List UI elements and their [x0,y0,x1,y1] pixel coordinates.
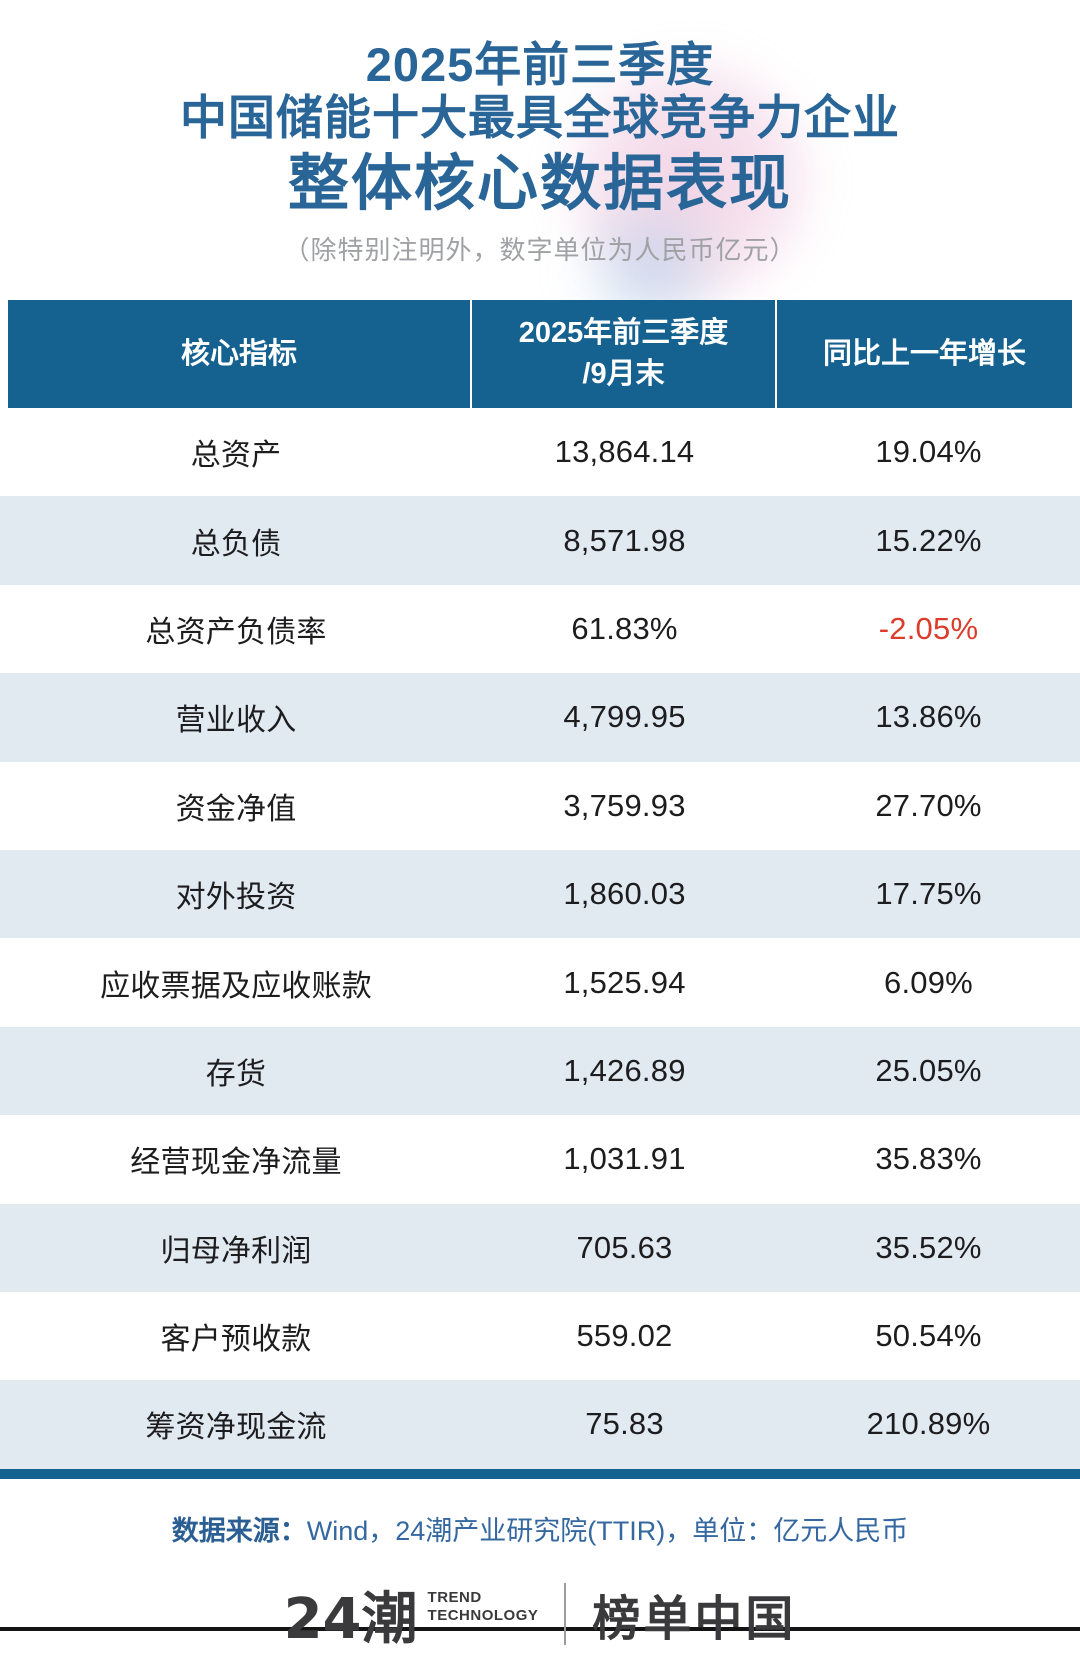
table-header-row: 核心指标 2025年前三季度 /9月末 同比上一年增长 [8,300,1072,408]
logo-divider [564,1583,567,1646]
row-growth: 6.09% [884,964,973,1000]
row-growth: 19.04% [875,434,982,470]
table-body: 总资产 13,864.14 19.04% 总负债 8,571.98 15.22%… [0,408,1080,1469]
table-header-metric: 核心指标 [8,300,472,408]
row-growth: 13.86% [875,699,982,735]
table-row: 对外投资 1,860.03 17.75% [0,849,1080,939]
row-growth: 50.54% [875,1318,982,1354]
row-growth: 35.83% [875,1141,982,1177]
row-growth: 17.75% [875,876,982,912]
table-row: 存货 1,426.89 25.05% [0,1026,1080,1116]
row-label: 对外投资 [175,881,297,915]
row-label: 总资产 [190,439,282,473]
table-row: 筹资净现金流 75.83 210.89% [0,1380,1080,1469]
table-bottom-rule [0,1468,1080,1479]
table-header-growth-label: 同比上一年增长 [822,337,1026,370]
footer-logo-row: 24潮 TREND TECHNOLOGY 榜单中国 [0,1574,1080,1655]
row-value: 13,864.14 [554,434,695,470]
table-row: 总资产负债率 61.83% -2.05% [0,584,1080,674]
row-label: 经营现金净流量 [130,1146,342,1180]
row-label: 营业收入 [175,704,297,738]
row-growth: 210.89% [866,1406,991,1442]
row-label: 应收票据及应收账款 [100,969,372,1003]
table-header-period-line2: /9月末 [582,358,665,390]
brand-tagline: TREND TECHNOLOGY [428,1589,539,1625]
data-source-text: Wind，24潮产业研究院(TTIR)，单位：亿元人民币 [306,1515,909,1546]
row-value: 1,031.91 [563,1141,686,1177]
row-growth: -2.05% [878,610,979,646]
table-header-metric-label: 核心指标 [180,337,297,370]
row-growth: 15.22% [875,522,982,558]
partner-logo-bangdan-china: 榜单中国 [592,1593,797,1647]
table-row: 总负债 8,571.98 15.22% [0,496,1080,585]
row-label: 归母净利润 [160,1234,312,1268]
row-value: 75.83 [585,1406,664,1442]
brand-logo-24chao: 24潮 [283,1586,418,1652]
core-data-table: 核心指标 2025年前三季度 /9月末 同比上一年增长 总资产 13,864.1… [0,300,1080,1479]
row-label: 存货 [205,1057,267,1091]
row-value: 8,571.98 [563,522,686,558]
table-row: 总资产 13,864.14 19.04% [0,408,1080,497]
table-row: 资金净值 3,759.93 27.70% [0,761,1080,850]
bottom-border [0,1627,1080,1631]
table-header-period-line1: 2025年前三季度 [518,317,729,349]
row-value: 1,860.03 [563,876,686,912]
row-value: 1,426.89 [563,1052,686,1088]
table-row: 经营现金净流量 1,031.91 35.83% [0,1115,1080,1204]
data-source-label: 数据来源： [171,1515,307,1546]
row-value: 61.83% [571,610,678,646]
page-subtitle: （除特别注明外，数字单位为人民币亿元） [283,235,797,265]
row-value: 705.63 [576,1229,673,1265]
row-growth: 27.70% [875,787,982,823]
row-value: 1,525.94 [563,964,686,1000]
row-value: 4,799.95 [563,699,686,735]
row-growth: 35.52% [875,1229,982,1265]
page-title-line3: 整体核心数据表现 [287,149,792,217]
page-title-line2: 中国储能十大最具全球竞争力企业 [180,91,900,144]
page-title-line1: 2025年前三季度 [365,38,715,91]
row-value: 3,759.93 [563,787,686,823]
brand-tagline-line1: TREND [427,1589,482,1607]
table-header-period: 2025年前三季度 /9月末 [472,300,777,408]
table-header-growth: 同比上一年增长 [777,300,1072,408]
row-label: 客户预收款 [160,1323,312,1357]
row-label: 总负债 [190,527,282,561]
row-growth: 25.05% [875,1052,982,1088]
row-label: 筹资净现金流 [145,1411,327,1445]
row-value: 559.02 [576,1318,673,1354]
row-label: 资金净值 [175,792,297,826]
row-label: 总资产负债率 [145,615,327,649]
table-row: 营业收入 4,799.95 13.86% [0,673,1080,762]
brand-tagline-line2: TECHNOLOGY [427,1607,539,1625]
table-row: 归母净利润 705.63 35.52% [0,1203,1080,1292]
table-row: 客户预收款 559.02 50.54% [0,1291,1080,1381]
data-source-line: 数据来源：Wind，24潮产业研究院(TTIR)，单位：亿元人民币 [0,1509,1080,1548]
table-row: 应收票据及应收账款 1,525.94 6.09% [0,938,1080,1027]
page-header: 2025年前三季度 中国储能十大最具全球竞争力企业 整体核心数据表现 （除特别注… [0,0,1080,267]
